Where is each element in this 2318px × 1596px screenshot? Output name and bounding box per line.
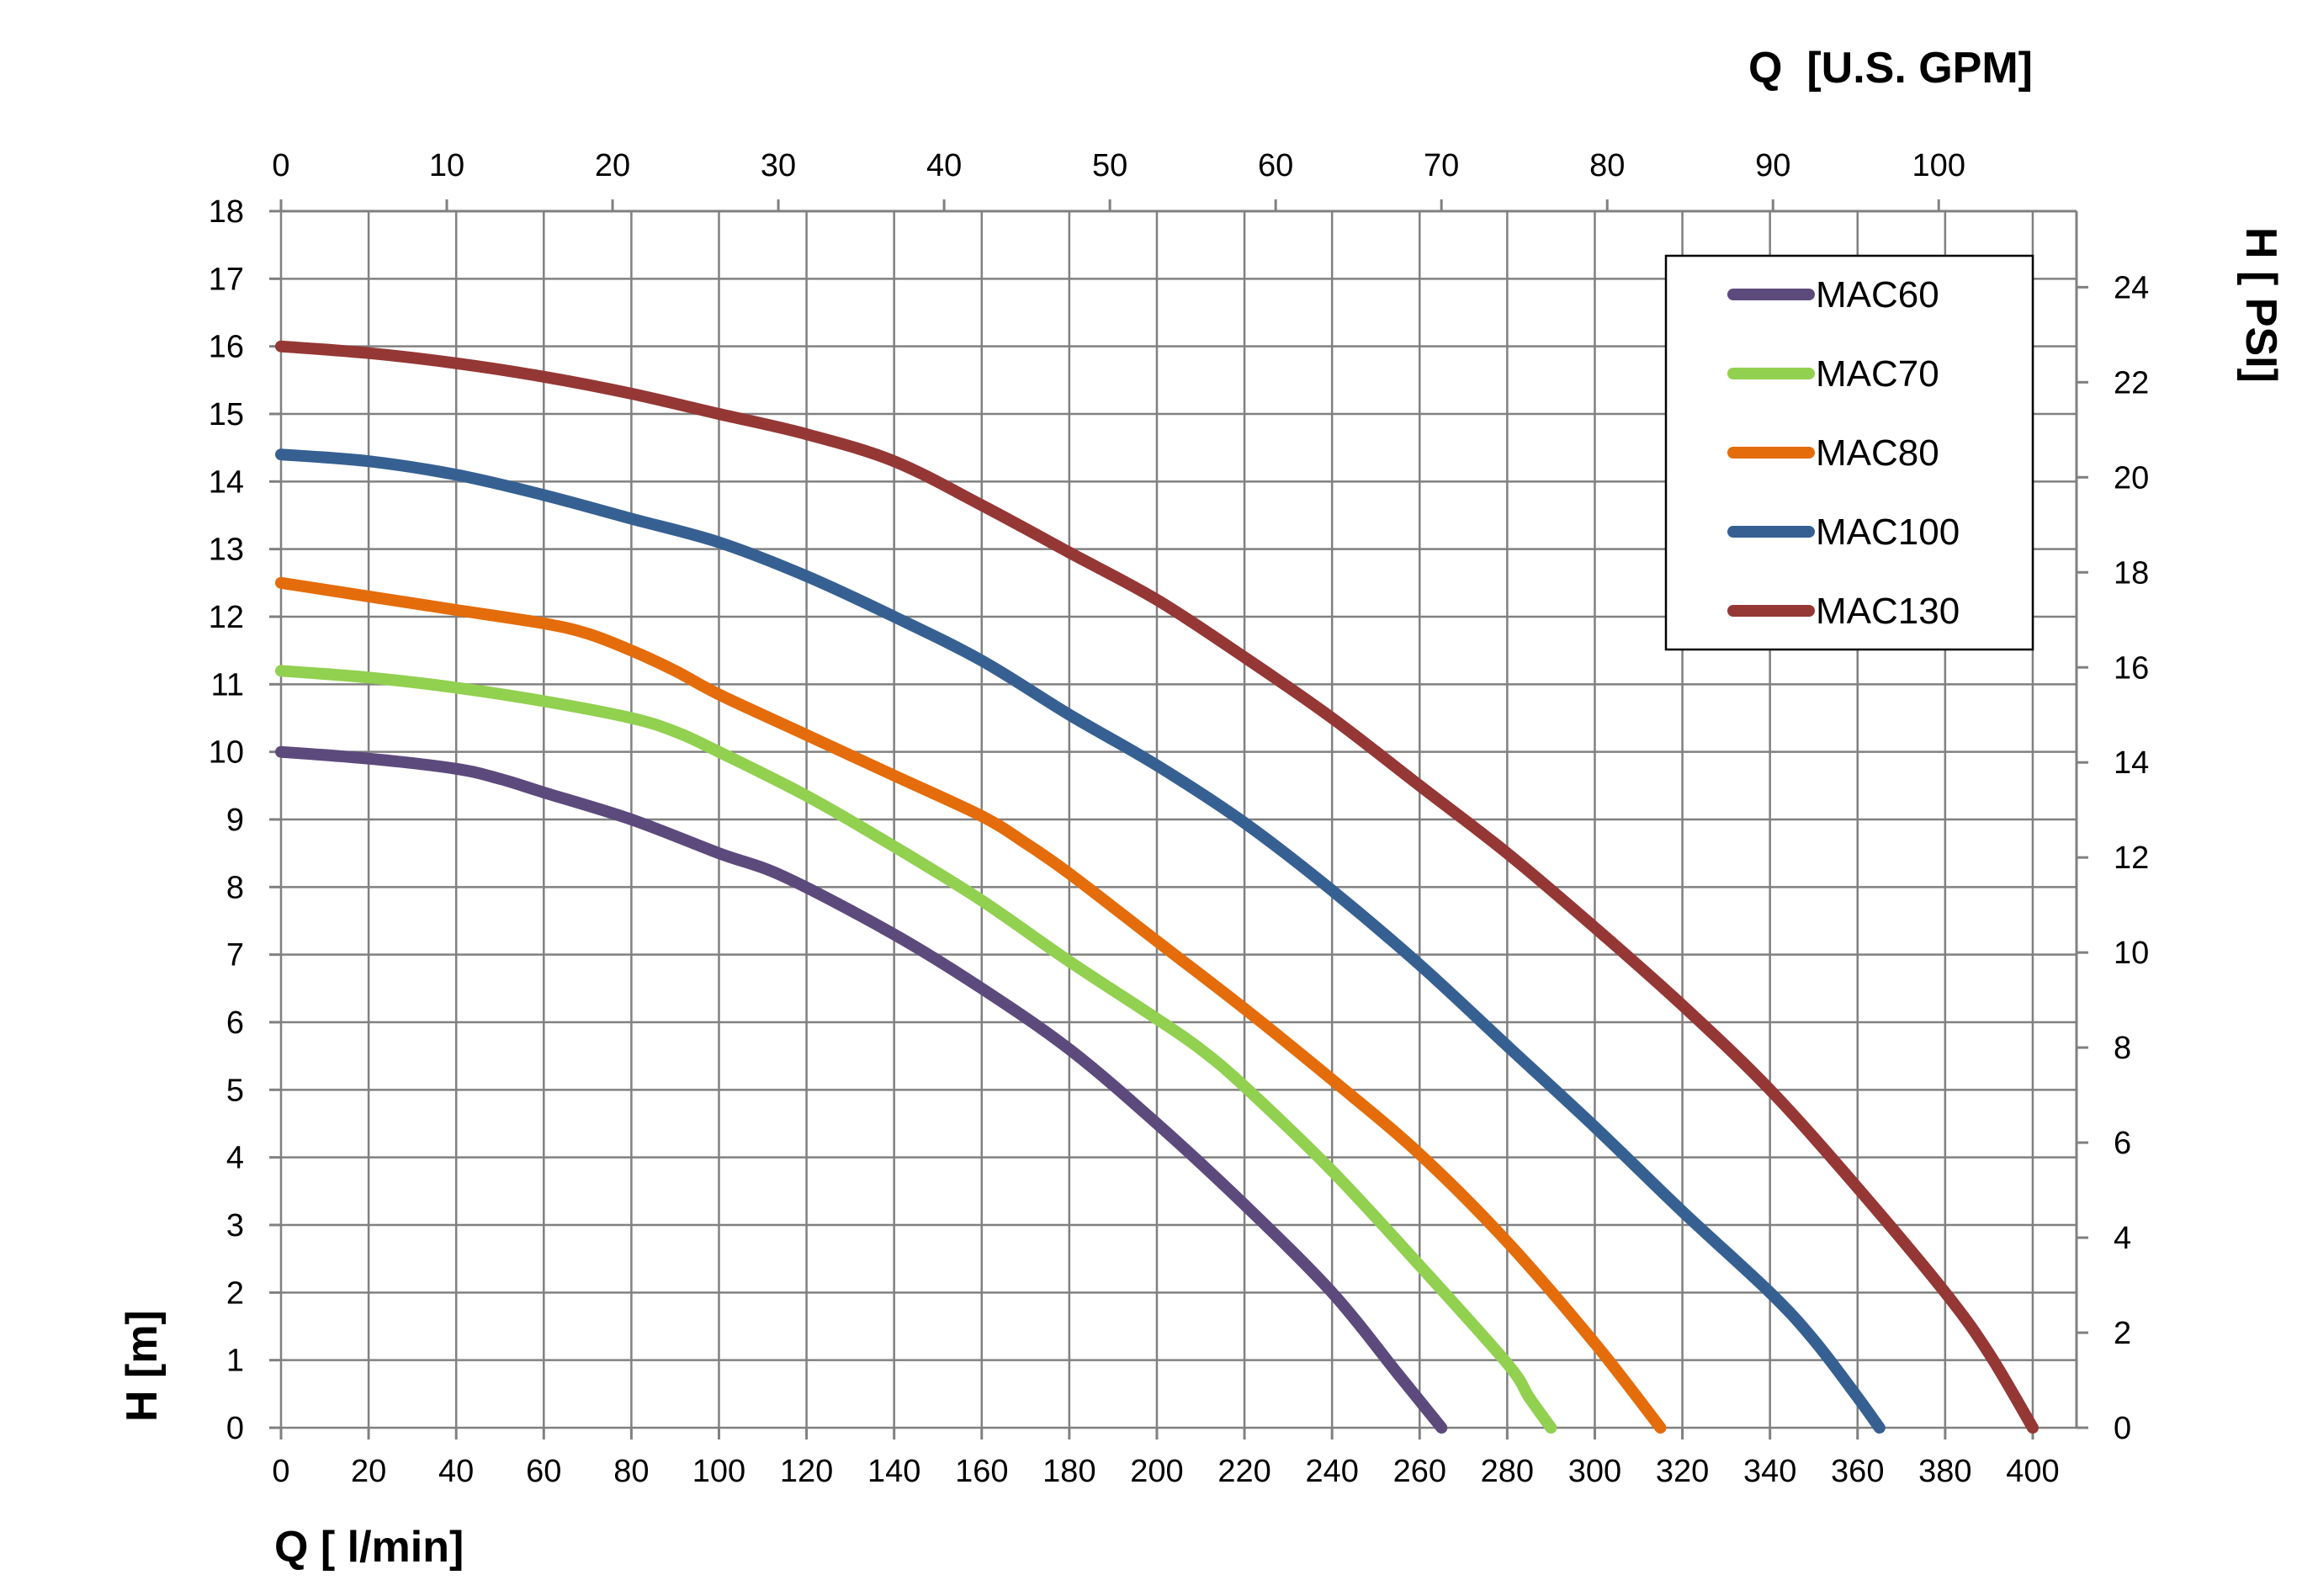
x2-axis-title: Q [U.S. GPM] (1748, 44, 2033, 93)
y-tick-label: 2 (226, 1275, 244, 1311)
x-axis-title: Q [ l/min] (274, 1523, 464, 1572)
x-tick-label: 240 (1305, 1454, 1358, 1489)
y2-tick-label: 10 (2114, 936, 2149, 971)
x-tick-label: 280 (1481, 1454, 1534, 1489)
x2-tick-label: 50 (1092, 148, 1127, 183)
y-tick-label: 15 (209, 397, 244, 432)
y2-tick-label: 22 (2114, 365, 2149, 400)
y-tick-label: 8 (226, 870, 244, 905)
y-axis-title: H [m] (118, 1310, 167, 1422)
legend-label-mac70: MAC70 (1816, 353, 1939, 395)
y-tick-label: 7 (226, 938, 244, 973)
legend: MAC60 MAC70 MAC80 MAC100 MAC130 (1664, 254, 2034, 651)
x-tick-label: 380 (1918, 1454, 1971, 1489)
y-tick-label: 3 (226, 1208, 244, 1243)
x-tick-label: 340 (1743, 1454, 1796, 1489)
y2-tick-label: 24 (2114, 270, 2149, 305)
x2-tick-label: 0 (272, 148, 289, 183)
curves (275, 340, 2039, 1434)
y-tick-label: 5 (226, 1073, 244, 1108)
x-tick-label: 180 (1042, 1454, 1095, 1489)
x2-tick-label: 20 (595, 148, 630, 183)
x-tick-label: 320 (1656, 1454, 1709, 1489)
series-mac70-line (275, 665, 1557, 1434)
x2-tick-label: 70 (1424, 148, 1459, 183)
legend-box (1664, 254, 2034, 651)
x2-tick-label: 30 (761, 148, 796, 183)
x2-tick-label: 90 (1755, 148, 1790, 183)
x-tick-label: 140 (867, 1454, 920, 1489)
x2-tick-label: 40 (926, 148, 962, 183)
x-tick-label: 0 (272, 1454, 289, 1489)
y-tick-label: 13 (209, 533, 244, 568)
y-tick-label: 4 (226, 1141, 244, 1176)
y-tick-label: 0 (226, 1411, 244, 1446)
x-tick-label: 260 (1393, 1454, 1446, 1489)
y-tick-label: 12 (209, 600, 244, 635)
x-tick-label: 220 (1217, 1454, 1270, 1489)
x-tick-label: 20 (351, 1454, 386, 1489)
y2-tick-label: 8 (2114, 1031, 2131, 1066)
legend-label-mac60: MAC60 (1816, 274, 1939, 315)
x2-tick-label: 60 (1258, 148, 1293, 183)
x-tick-label: 160 (955, 1454, 1008, 1489)
x-tick-label: 100 (692, 1454, 745, 1489)
x-tick-label: 400 (2006, 1454, 2059, 1489)
y2-axis-title: H [ PSI] (2236, 227, 2285, 383)
series-mac60-line (275, 745, 1448, 1434)
axes: 0 20 40 60 80 100 120 140 160 180 200 220 240 260 280 3… (209, 148, 2150, 1489)
y2-tick-label: 16 (2114, 650, 2149, 686)
y-tick-label: 1 (226, 1344, 244, 1379)
y-tick-label: 6 (226, 1005, 244, 1041)
x-tick-label: 200 (1130, 1454, 1183, 1489)
y-tick-label: 14 (209, 464, 244, 500)
series-mac80-line (275, 576, 1667, 1434)
y-tick-label: 18 (209, 194, 244, 230)
x2-tick-label: 100 (1912, 148, 1965, 183)
y-tick-label: 9 (226, 803, 244, 838)
legend-label-mac80: MAC80 (1816, 432, 1939, 474)
series-mac100-line (275, 448, 1886, 1434)
y-tick-label: 17 (209, 262, 244, 297)
x-tick-label: 80 (613, 1454, 649, 1489)
y2-tick-label: 18 (2114, 555, 2149, 591)
x-tick-label: 300 (1568, 1454, 1621, 1489)
x2-tick-label: 80 (1589, 148, 1625, 183)
y-tick-label: 11 (211, 667, 244, 703)
legend-label-mac130: MAC130 (1816, 591, 1960, 632)
x-tick-label: 60 (526, 1454, 561, 1489)
y2-tick-label: 6 (2114, 1126, 2131, 1161)
legend-label-mac100: MAC100 (1816, 512, 1960, 553)
y2-tick-label: 0 (2114, 1411, 2131, 1446)
y2-tick-label: 14 (2114, 745, 2149, 781)
x-tick-label: 120 (780, 1454, 833, 1489)
y2-tick-label: 12 (2114, 840, 2149, 876)
x-tick-label: 360 (1831, 1454, 1884, 1489)
y2-tick-label: 2 (2114, 1316, 2131, 1351)
x2-tick-label: 10 (429, 148, 464, 183)
y2-tick-label: 20 (2114, 460, 2149, 496)
y-tick-label: 10 (209, 735, 244, 771)
y2-tick-label: 4 (2114, 1221, 2131, 1256)
y-tick-label: 16 (209, 330, 244, 365)
series-mac130-line (275, 340, 2039, 1434)
x-tick-label: 40 (438, 1454, 474, 1489)
